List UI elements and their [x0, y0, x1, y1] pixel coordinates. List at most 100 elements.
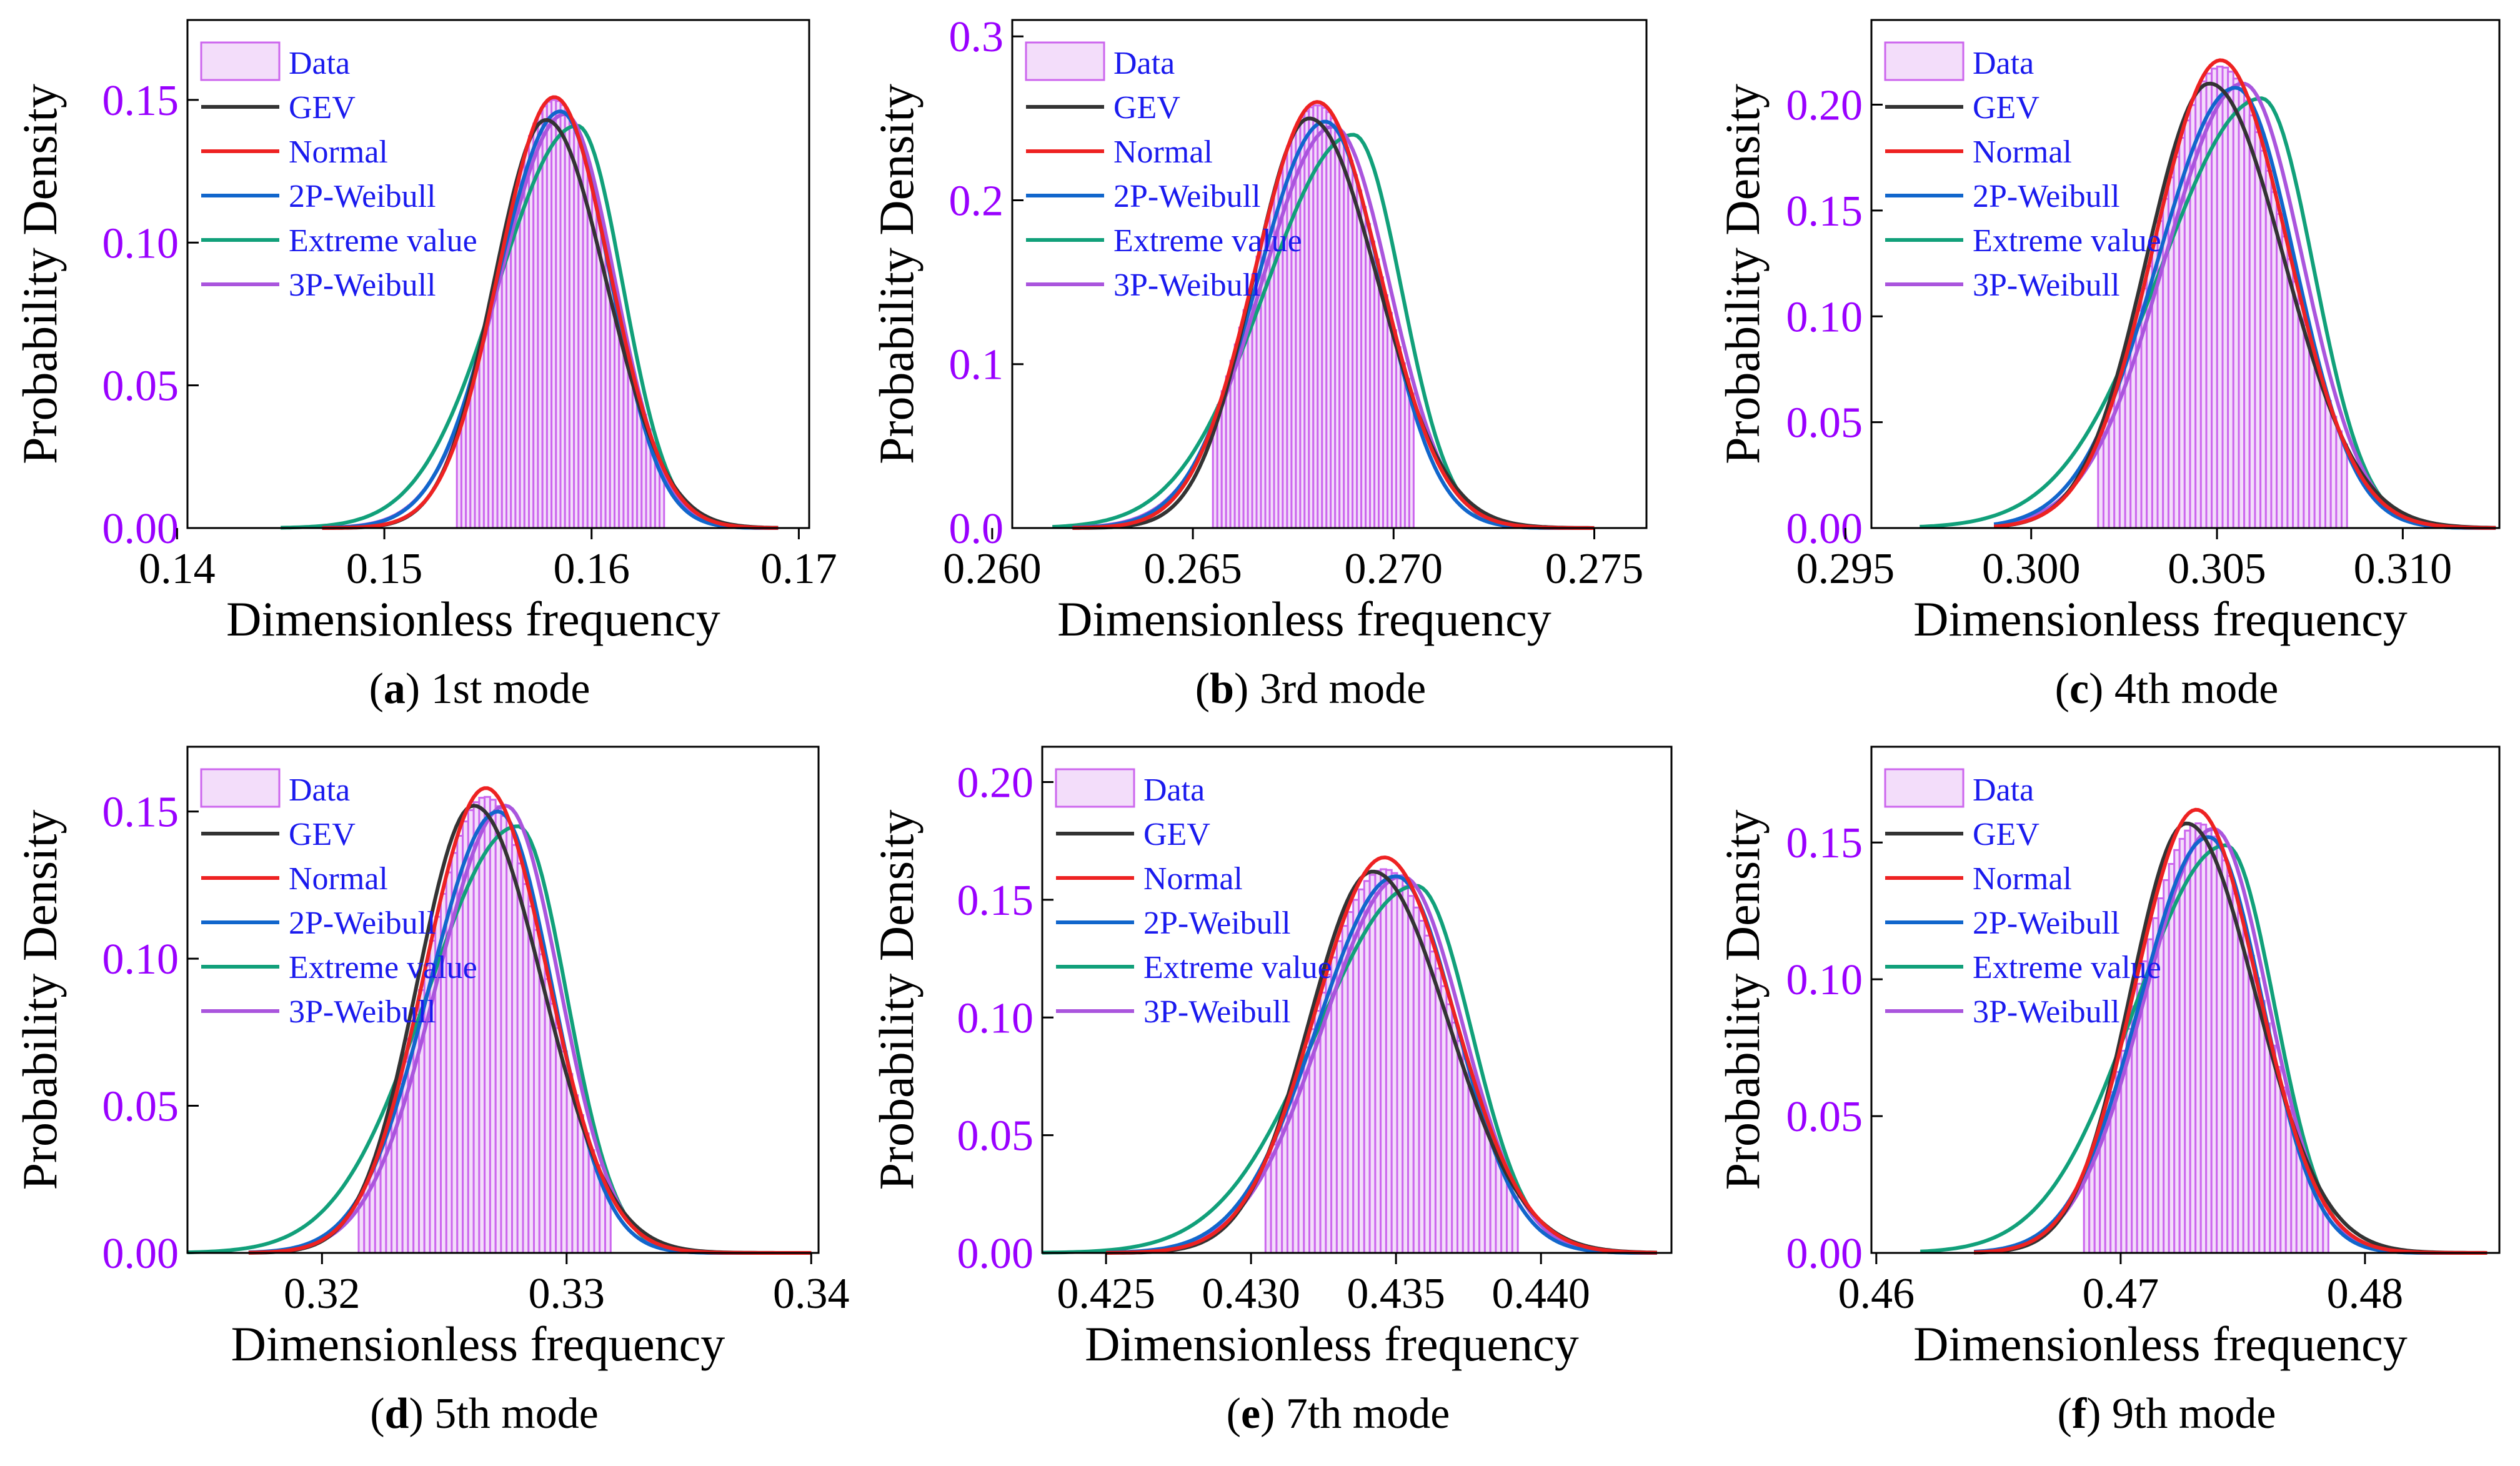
legend-label: Extreme value — [289, 950, 477, 985]
legend-label: GEV — [289, 90, 356, 126]
panel-caption: (e) 7th mode — [1227, 1390, 1450, 1438]
x-tick-label: 0.430 — [1202, 1270, 1300, 1318]
x-tick-label: 0.275 — [1545, 545, 1644, 593]
x-tick-label: 0.48 — [2327, 1270, 2404, 1318]
panel-letter: d — [385, 1390, 409, 1438]
legend-label: Data — [1973, 772, 2034, 808]
plot-frame — [1870, 745, 2501, 1254]
legend-label: Extreme value — [1973, 223, 2161, 259]
panel-caption: (d) 5th mode — [370, 1390, 599, 1438]
legend: Data GEV Normal 2P-Weibull Extreme value 3P-W… — [200, 768, 477, 1030]
x-tick-label: 0.16 — [554, 545, 630, 593]
x-axis-label: Dimensionless frequency — [1913, 1317, 2408, 1371]
legend-label: 2P-Weibull — [289, 179, 436, 214]
legend-swatch-data — [1884, 41, 1965, 81]
legend-label: Data — [289, 46, 350, 81]
curve-normal — [1106, 855, 1657, 1255]
y-tick-label: 0.10 — [102, 935, 179, 984]
y-tick-label: 0.1 — [949, 341, 1004, 389]
y-tick-label: 0.2 — [949, 177, 1004, 225]
legend-label: 2P-Weibull — [1973, 905, 2120, 941]
chart-panel-d: 0.00 0.05 0.10 0.15 0.32 0.33 0.34 Probability … — [12, 745, 850, 1438]
histogram-bar — [2341, 443, 2348, 529]
y-tick-label: 0.00 — [1786, 1230, 1863, 1278]
panel-title: 3rd mode — [1260, 665, 1426, 713]
y-tick-label: 0.0 — [949, 505, 1004, 553]
panel-letter: c — [2069, 665, 2089, 713]
y-tick-label: 0.20 — [957, 759, 1034, 807]
curve-gev — [1072, 116, 1595, 530]
x-axis-label: Dimensionless frequency — [1085, 1317, 1579, 1371]
x-tick-label: 0.265 — [1143, 545, 1242, 593]
legend-label: 3P-Weibull — [289, 994, 436, 1030]
y-tick-label: 0.15 — [102, 789, 179, 837]
legend-label: 2P-Weibull — [1143, 905, 1291, 941]
legend-label: 3P-Weibull — [1973, 267, 2120, 303]
y-tick-label: 0.05 — [102, 1083, 179, 1131]
x-tick-label: 0.300 — [1982, 545, 2081, 593]
legend-label: GEV — [1973, 90, 2039, 126]
legend: Data GEV Normal 2P-Weibull Extreme value 3P-W… — [1884, 768, 2161, 1030]
x-axis-label: Dimensionless frequency — [1913, 592, 2408, 646]
legend-label: GEV — [1143, 817, 1210, 852]
legend-label: Data — [1973, 46, 2034, 81]
x-axis-label: Dimensionless frequency — [231, 1317, 725, 1371]
y-tick-label: 0.00 — [1786, 505, 1863, 553]
chart-panel-e: 0.00 0.05 0.10 0.15 0.20 0.425 0.430 0.435 0.440… — [869, 745, 1673, 1438]
legend: Data GEV Normal 2P-Weibull Extreme value 3P-W… — [1055, 768, 1332, 1030]
legend-label: GEV — [289, 817, 356, 852]
legend-label: Data — [289, 772, 350, 808]
legend: Data GEV Normal 2P-Weibull Extreme value 3P-W… — [1025, 41, 1302, 303]
legend-label: GEV — [1973, 817, 2039, 852]
plot-frame — [1870, 19, 2501, 529]
chart-panel-c: 0.00 0.05 0.10 0.15 0.20 0.295 0.300 0.305 0.310… — [1715, 19, 2501, 713]
panel-letter: f — [2072, 1390, 2087, 1438]
panel-caption: (b) 3rd mode — [1195, 665, 1426, 713]
curve-normal — [322, 95, 779, 530]
panel-title: 4th mode — [2114, 665, 2278, 713]
legend-label: Data — [1143, 772, 1205, 808]
x-tick-label: 0.270 — [1345, 545, 1443, 593]
y-tick-label: 0.05 — [1786, 1093, 1863, 1141]
legend-label: 3P-Weibull — [1143, 994, 1291, 1030]
curve-normal — [1993, 58, 2496, 530]
x-tick-label: 0.440 — [1492, 1270, 1590, 1318]
legend-label: Normal — [1113, 134, 1213, 170]
x-tick-label: 0.310 — [2354, 545, 2453, 593]
x-tick-label: 0.33 — [529, 1270, 605, 1318]
legend-label: Normal — [289, 861, 388, 897]
legend-label: 3P-Weibull — [1113, 267, 1261, 303]
legend-swatch-data — [1025, 41, 1105, 81]
x-tick-label: 0.34 — [773, 1270, 850, 1318]
chart-panel-b: 0.0 0.1 0.2 0.3 0.260 0.265 0.270 0.275 Probabil… — [869, 13, 1648, 713]
x-tick-label: 0.295 — [1796, 545, 1895, 593]
legend-label: 3P-Weibull — [1973, 994, 2120, 1030]
y-tick-label: 0.05 — [957, 1112, 1034, 1160]
curve-normal — [1974, 807, 2488, 1255]
plot-frame — [1041, 745, 1673, 1254]
legend-label: Normal — [289, 134, 388, 170]
legend-label: Normal — [1973, 861, 2072, 897]
y-tick-label: 0.3 — [949, 13, 1004, 61]
legend-label: 2P-Weibull — [1113, 179, 1261, 214]
panel-letter: b — [1210, 665, 1234, 713]
x-tick-label: 0.435 — [1347, 1270, 1445, 1318]
legend-label: GEV — [1113, 90, 1180, 126]
panel-caption: (a) 1st mode — [369, 665, 590, 713]
x-tick-label: 0.47 — [2083, 1270, 2159, 1318]
panel-title: 9th mode — [2112, 1390, 2276, 1438]
legend: Data GEV Normal 2P-Weibull Extreme value 3P-W… — [1884, 41, 2161, 303]
legend-swatch-data — [200, 768, 281, 808]
panel-caption: (c) 4th mode — [2055, 665, 2279, 713]
panel-title: 1st mode — [431, 665, 590, 713]
y-tick-label: 0.05 — [102, 362, 179, 411]
y-tick-label: 0.00 — [957, 1230, 1034, 1278]
plot-frame — [186, 19, 810, 529]
x-tick-label: 0.260 — [943, 545, 1042, 593]
legend-swatch-data — [1884, 768, 1965, 808]
x-tick-label: 0.15 — [346, 545, 423, 593]
x-axis-label: Dimensionless frequency — [226, 592, 720, 646]
legend: Data GEV Normal 2P-Weibull Extreme value 3P-W… — [200, 41, 477, 303]
legend-label: 3P-Weibull — [289, 267, 436, 303]
